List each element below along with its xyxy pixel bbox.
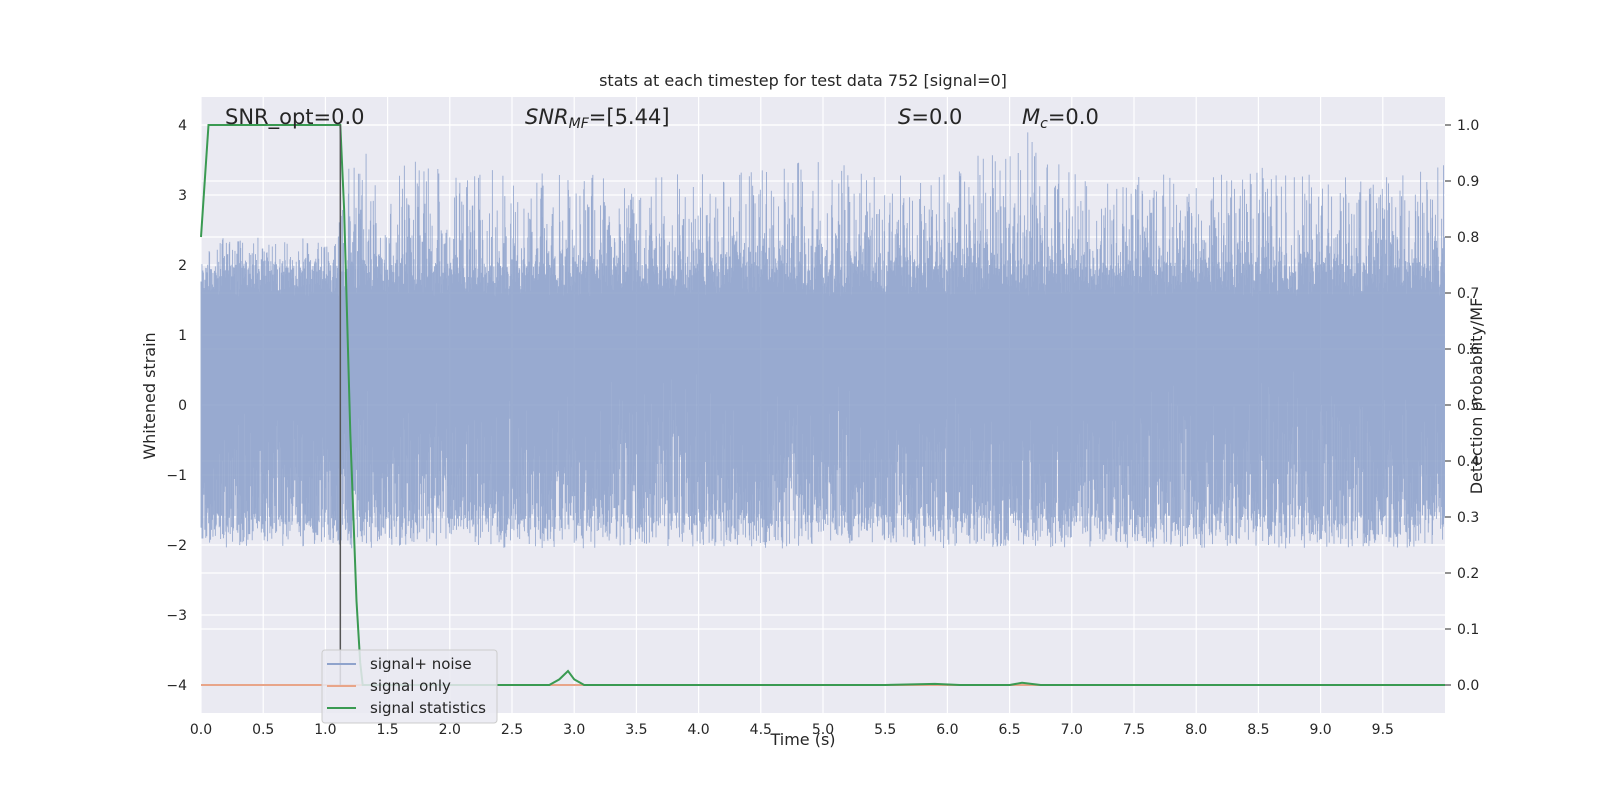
legend-box xyxy=(321,649,498,724)
y-tick-label: −3 xyxy=(166,608,187,624)
legend-label-signal-statistics: signal statistics xyxy=(370,699,486,717)
y-tick-label: 0 xyxy=(178,398,187,414)
y2-tick-label: 0.0 xyxy=(1457,678,1479,694)
annotation-s-prefix: S xyxy=(898,105,911,129)
x-tick-label: 4.0 xyxy=(687,722,709,738)
x-tick-label: 2.0 xyxy=(439,722,461,738)
y-tick-label: −1 xyxy=(166,468,187,484)
y2-tick-label: 0.1 xyxy=(1457,622,1479,638)
x-tick-label: 5.5 xyxy=(874,722,896,738)
legend-label-signal-noise: signal+ noise xyxy=(370,655,472,673)
annotation-snr-opt: SNR_opt=0.0 xyxy=(225,105,365,130)
annotation-mc-prefix: M xyxy=(1022,105,1040,129)
chart-title: stats at each timestep for test data 752… xyxy=(599,71,1007,90)
legend-label-signal-only: signal only xyxy=(370,677,451,695)
y-tick-label: 4 xyxy=(178,118,187,134)
y-tick-label: 3 xyxy=(178,188,187,204)
y2-tick-label: 0.3 xyxy=(1457,510,1479,526)
x-tick-label: 3.0 xyxy=(563,722,585,738)
annotation-mc-sub: c xyxy=(1040,116,1048,132)
legend: signal+ noise signal only signal statist… xyxy=(321,649,498,724)
series-signal-statistics xyxy=(200,124,1445,686)
y2-tick-label: 1.0 xyxy=(1457,118,1479,134)
x-tick-label: 7.0 xyxy=(1061,722,1083,738)
y2-tick-label: 0.6 xyxy=(1457,342,1479,358)
x-tick-label: 0.5 xyxy=(252,722,274,738)
y-tick-label: −4 xyxy=(166,678,187,694)
annotation-mc-value: =0.0 xyxy=(1048,105,1099,129)
x-axis-label: Time (s) xyxy=(769,730,835,749)
x-tick-label: 9.5 xyxy=(1372,722,1394,738)
x-tick-label: 4.5 xyxy=(750,722,772,738)
y2-tick-label: 0.2 xyxy=(1457,566,1479,582)
x-tick-label: 6.5 xyxy=(998,722,1020,738)
x-tick-label: 0.0 xyxy=(190,722,212,738)
annotation-snr-mf: SNRMF=[5.44] xyxy=(525,105,670,132)
x-tick-label: 7.5 xyxy=(1123,722,1145,738)
x-tick-label: 9.0 xyxy=(1309,722,1331,738)
y-axis-label: Whitened strain xyxy=(140,332,159,459)
x-tick-label: 8.5 xyxy=(1247,722,1269,738)
x-tick-label: 5.0 xyxy=(812,722,834,738)
annotation-mc: Mc=0.0 xyxy=(1022,105,1099,132)
x-tick-label: 2.5 xyxy=(501,722,523,738)
series-signal-noise xyxy=(200,132,1445,549)
annotation-s: S=0.0 xyxy=(898,105,962,129)
noise-series xyxy=(200,132,1445,549)
y-tick-label: 1 xyxy=(178,328,187,344)
annotation-snr-mf-value: =[5.44] xyxy=(589,105,670,129)
x-tick-label: 1.5 xyxy=(376,722,398,738)
annotation-snr-mf-prefix: SNR xyxy=(525,105,569,129)
x-tick-label: 8.0 xyxy=(1185,722,1207,738)
annotation-s-value: =0.0 xyxy=(911,105,962,129)
x-tick-label: 3.5 xyxy=(625,722,647,738)
y-tick-label: 2 xyxy=(178,258,187,274)
x-tick-label: 6.0 xyxy=(936,722,958,738)
y-tick-label: −2 xyxy=(166,538,187,554)
y2-tick-label: 0.7 xyxy=(1457,286,1479,302)
tick-labels: 0.0 0.5 1.0 1.5 2.0 2.5 3.0 3.5 4.0 4.5 5.0 5.5 6.0 6… xyxy=(166,118,1479,738)
y2-tick-label: 0.9 xyxy=(1457,174,1479,190)
y2-tick-label: 0.8 xyxy=(1457,230,1479,246)
annotation-snr-mf-sub: MF xyxy=(569,116,590,132)
y2-tick-label: 0.5 xyxy=(1457,398,1479,414)
y2-tick-label: 0.4 xyxy=(1457,454,1479,470)
y2-axis-label: Detection probability/MF xyxy=(1467,298,1486,495)
x-tick-label: 1.0 xyxy=(314,722,336,738)
